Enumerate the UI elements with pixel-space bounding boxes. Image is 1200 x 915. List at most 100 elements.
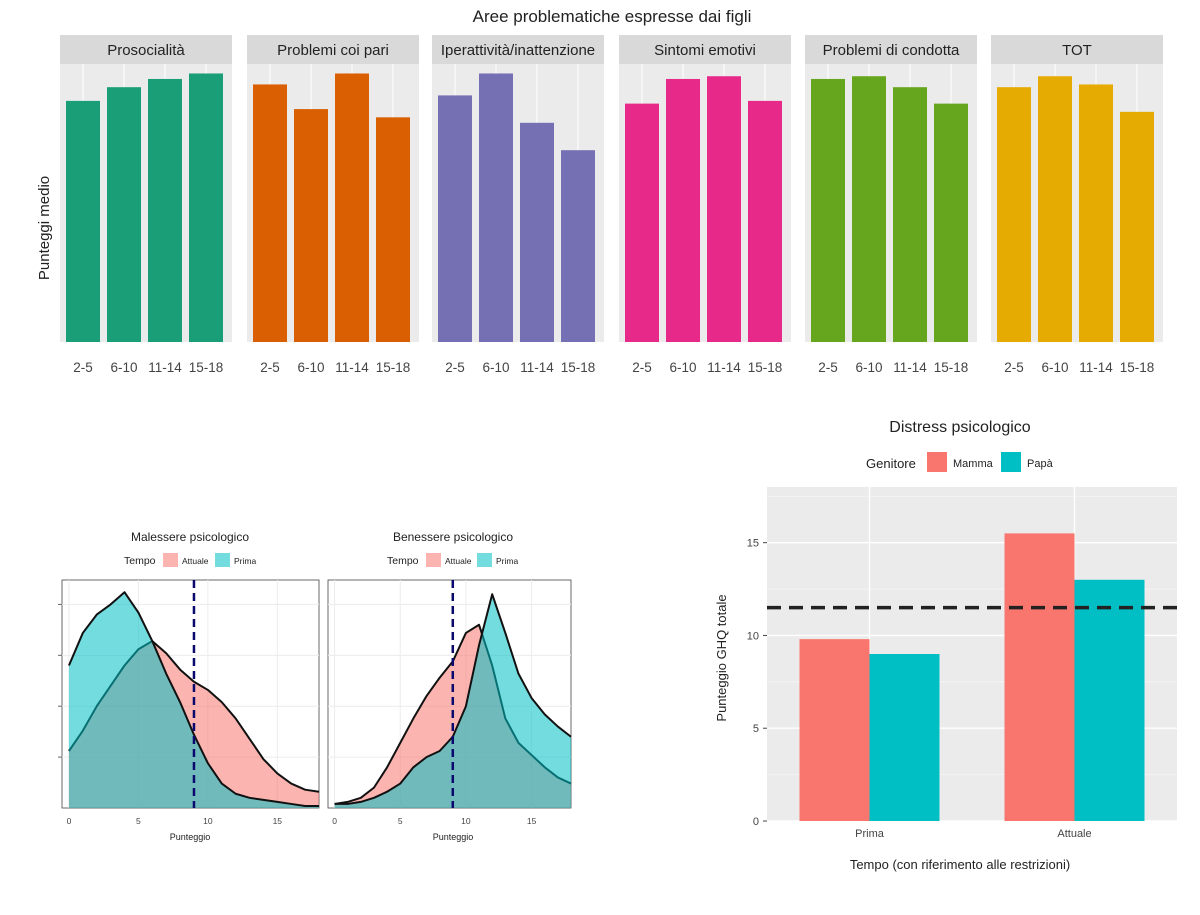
facet-strip-label: TOT <box>1062 42 1092 59</box>
density-outline-prima <box>68 591 319 807</box>
x-tick-label: 11-14 <box>893 360 927 375</box>
distress-legend: Genitore Mamma Papà <box>866 452 1054 472</box>
bar-mamma-prima <box>799 639 870 821</box>
bar-problemi-coi-pari-15-18 <box>376 117 410 342</box>
density-area-prima <box>334 594 571 808</box>
facet-panel-tot: TOT 2-5 6-10 11-14 15-18 <box>991 35 1163 375</box>
density-area-prima <box>68 592 319 808</box>
x-tick-label: 11-14 <box>1079 360 1113 375</box>
bar-sintomi-emotivi-2-5 <box>625 103 659 343</box>
distress-y-axis-label: Punteggio GHQ totale <box>714 594 729 721</box>
x-tick-label: 2-5 <box>1004 360 1024 375</box>
bar-problemi-coi-pari-2-5 <box>253 84 287 342</box>
x-tick-label: 2-5 <box>445 360 465 375</box>
bar-tot-2-5 <box>997 87 1031 343</box>
x-tick-label: 15-18 <box>561 360 596 375</box>
facet-strip <box>432 35 604 64</box>
distress-legend-papa: Papà <box>1027 458 1054 470</box>
y-tick-label: 15 <box>747 538 759 550</box>
bar-iperattivita-inattenzione-6-10 <box>479 73 513 342</box>
x-tick-label: 15 <box>527 816 537 826</box>
bar-sintomi-emotivi-6-10 <box>666 78 700 343</box>
bar-sintomi-emotivi-15-18 <box>748 100 782 342</box>
malessere-x-axis-label: Punteggio <box>170 832 211 842</box>
bar-problemi-di-condotta-15-18 <box>934 103 968 343</box>
distress-x-axis-label: Tempo (con riferimento alle restrizioni) <box>850 857 1070 872</box>
top-chart-y-axis-label: Punteggi medio <box>36 176 53 280</box>
facet-strip <box>991 35 1163 64</box>
bar-problemi-coi-pari-6-10 <box>294 109 328 342</box>
malessere-density-chart: Malessere psicologico Tempo Attuale Prim… <box>58 530 320 842</box>
facet-strip-label: Problemi di condotta <box>823 42 960 59</box>
facet-panel-sintomi-emotivi: Sintomi emotivi 2-5 6-10 11-14 15-18 <box>619 35 791 375</box>
facet-strip <box>60 35 232 64</box>
distress-title: Distress psicologico <box>889 419 1030 436</box>
bar-iperattivita-inattenzione-2-5 <box>438 95 472 343</box>
facet-strip-label: Iperattività/inattenzione <box>441 42 595 59</box>
x-tick-label: 15-18 <box>189 360 224 375</box>
bar-prosocialita-2-5 <box>66 100 100 342</box>
facet-panel-problemi-di-condotta: Problemi di condotta 2-5 6-10 11-14 15-18 <box>805 35 977 375</box>
bar-prosocialita-11-14 <box>148 78 182 343</box>
x-tick-label: 5 <box>136 816 141 826</box>
bar-problemi-coi-pari-11-14 <box>335 73 369 342</box>
malessere-legend: Tempo Attuale Prima <box>124 553 256 567</box>
malessere-legend-swatch-attuale <box>163 553 178 567</box>
x-tick-label: 5 <box>398 816 403 826</box>
x-tick-label: 15-18 <box>934 360 969 375</box>
x-tick-label: 15-18 <box>1120 360 1155 375</box>
top-chart-title: Aree problematiche espresse dai figli <box>473 7 752 26</box>
benessere-x-axis-label: Punteggio <box>433 832 474 842</box>
facet-strip-label: Sintomi emotivi <box>654 42 756 59</box>
benessere-title: Benessere psicologico <box>393 530 513 544</box>
facet-panel-prosocialita: Prosocialità 2-5 6-10 11-14 15-18 <box>60 35 232 375</box>
bar-tot-11-14 <box>1079 84 1113 342</box>
y-tick-label: 10 <box>747 630 759 642</box>
facet-strip-label: Problemi coi pari <box>277 42 389 59</box>
bar-tot-6-10 <box>1038 76 1072 342</box>
benessere-legend: Tempo Attuale Prima <box>387 553 518 567</box>
malessere-legend-title: Tempo <box>124 555 156 567</box>
facet-strip <box>805 35 977 64</box>
distress-bar-chart: Distress psicologico Genitore Mamma Papà… <box>714 419 1177 872</box>
benessere-legend-prima: Prima <box>496 556 518 566</box>
x-tick-label: 11-14 <box>335 360 369 375</box>
y-tick-label: 5 <box>753 723 759 735</box>
x-tick-label: 2-5 <box>260 360 280 375</box>
benessere-legend-attuale: Attuale <box>445 556 472 566</box>
facet-strip <box>247 35 419 64</box>
x-tick-label: 11-14 <box>520 360 554 375</box>
distress-legend-swatch-papa <box>1001 452 1021 472</box>
x-tick-label: 2-5 <box>818 360 838 375</box>
bar-sintomi-emotivi-11-14 <box>707 76 741 342</box>
x-tick-label: 15 <box>273 816 283 826</box>
bar-problemi-di-condotta-2-5 <box>811 78 845 343</box>
bar-mamma-attuale <box>1004 533 1075 821</box>
distress-legend-mamma: Mamma <box>953 458 994 470</box>
x-tick-label: 6-10 <box>855 360 882 375</box>
x-tick-label: 2-5 <box>632 360 652 375</box>
malessere-legend-attuale: Attuale <box>182 556 209 566</box>
x-tick-label: 6-10 <box>482 360 509 375</box>
x-tick-label: 11-14 <box>148 360 182 375</box>
x-tick-label: 2-5 <box>73 360 93 375</box>
x-tick-label: 6-10 <box>1041 360 1068 375</box>
x-tick-label: Prima <box>855 828 885 840</box>
x-tick-label: 10 <box>203 816 213 826</box>
benessere-legend-title: Tempo <box>387 555 419 567</box>
bar-iperattivita-inattenzione-15-18 <box>561 150 595 342</box>
facet-panel-iperattivita-inattenzione: Iperattività/inattenzione 2-5 6-10 11-14 15-… <box>432 35 604 375</box>
x-tick-label: 10 <box>461 816 471 826</box>
x-tick-label: 11-14 <box>707 360 741 375</box>
facet-panel-problemi-coi-pari: Problemi coi pari 2-5 6-10 11-14 15-18 <box>247 35 419 375</box>
benessere-legend-swatch-attuale <box>426 553 441 567</box>
bar-problemi-di-condotta-6-10 <box>852 76 886 342</box>
bar-prosocialita-6-10 <box>107 87 141 343</box>
malessere-legend-swatch-prima <box>215 553 230 567</box>
bar-tot-15-18 <box>1120 111 1154 342</box>
bar-problemi-di-condotta-11-14 <box>893 87 927 343</box>
x-tick-label: Attuale <box>1057 828 1091 840</box>
bar-papa-prima <box>869 654 940 821</box>
x-tick-label: 15-18 <box>376 360 411 375</box>
